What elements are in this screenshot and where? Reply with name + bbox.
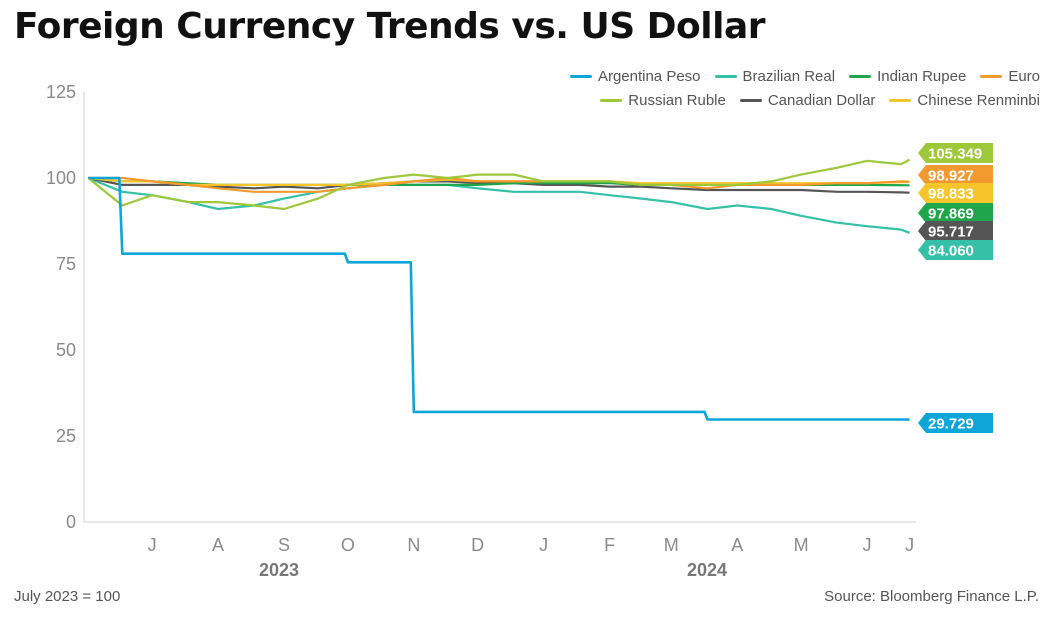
x-tick-label: S bbox=[278, 535, 290, 555]
end-label-tag-indian-rupee bbox=[918, 203, 993, 223]
x-tick-label: A bbox=[731, 535, 743, 555]
x-tick-label: J bbox=[905, 535, 914, 555]
legend-swatch bbox=[569, 74, 592, 78]
series-line-brazilian-real bbox=[87, 176, 910, 234]
y-tick-label: 0 bbox=[66, 512, 76, 532]
y-tick-label: 75 bbox=[56, 254, 76, 274]
legend-swatch bbox=[889, 98, 912, 102]
x-tick-label: M bbox=[794, 535, 809, 555]
end-label-russian-ruble: 105.349 bbox=[928, 146, 982, 163]
chart-source: Source: Bloomberg Finance L.P. bbox=[824, 588, 1039, 605]
x-tick-label: J bbox=[148, 535, 157, 555]
legend-item-argentina-peso: Argentina Peso bbox=[569, 67, 701, 85]
end-label-tag-canadian-dollar bbox=[918, 221, 993, 241]
end-label-euro: 98.927 bbox=[928, 168, 974, 185]
end-label-indian-rupee: 97.869 bbox=[928, 206, 974, 223]
x-tick-label: J bbox=[863, 535, 872, 555]
series-line-argentina-peso bbox=[88, 176, 910, 421]
end-label-canadian-dollar: 95.717 bbox=[928, 224, 974, 241]
legend-item-euro: Euro bbox=[980, 68, 1040, 85]
legend-item-brazilian-real: Brazilian Real bbox=[714, 67, 836, 85]
x-tick-label: A bbox=[212, 535, 224, 555]
legend-row-2: Russian Ruble Canadian Dollar Chinese Renm… bbox=[440, 88, 1040, 112]
legend-label: Euro bbox=[1008, 67, 1040, 85]
legend-label: Canadian Dollar bbox=[767, 91, 876, 109]
y-tick-label: 125 bbox=[46, 82, 76, 102]
x-tick-label: F bbox=[604, 535, 615, 555]
legend-label: Chinese Renminbi bbox=[917, 91, 1040, 109]
legend-item-russian-ruble: Russian Ruble bbox=[600, 92, 726, 109]
y-tick-label: 100 bbox=[46, 168, 76, 188]
legend-swatch bbox=[980, 74, 1003, 78]
legend-label: Russian Ruble bbox=[628, 91, 726, 109]
legend-swatch bbox=[849, 74, 872, 78]
series-line-russian-ruble bbox=[87, 158, 911, 211]
legend-item-canadian-dollar: Canadian Dollar bbox=[739, 91, 876, 109]
x-tick-label: D bbox=[471, 535, 484, 555]
legend-item-chinese-renminbi: Chinese Renminbi bbox=[889, 92, 1040, 109]
end-label-tag-argentina-peso bbox=[918, 413, 993, 433]
end-label-chinese-renminbi: 98.833 bbox=[928, 186, 974, 203]
end-label-argentina-peso: 29.729 bbox=[928, 416, 974, 433]
x-year-label: 2024 bbox=[687, 560, 727, 580]
chart-title: Foreign Currency Trends vs. US Dollar bbox=[14, 6, 766, 47]
chart-legend: Argentina Peso Brazilian Real Indian Rupee… bbox=[440, 64, 1040, 112]
y-tick-label: 50 bbox=[56, 340, 76, 360]
legend-label: Brazilian Real bbox=[742, 67, 836, 85]
legend-item-indian-rupee: Indian Rupee bbox=[849, 68, 966, 85]
chart-footnote: July 2023 = 100 bbox=[14, 588, 121, 605]
legend-label: Indian Rupee bbox=[877, 67, 967, 85]
end-label-tag-euro bbox=[918, 165, 993, 185]
y-tick-label: 25 bbox=[56, 426, 76, 446]
x-tick-label: J bbox=[539, 535, 548, 555]
x-tick-label: N bbox=[407, 535, 420, 555]
legend-swatch bbox=[739, 98, 762, 102]
legend-row-1: Argentina Peso Brazilian Real Indian Rupee… bbox=[440, 64, 1040, 88]
end-label-tag-brazilian-real bbox=[918, 240, 993, 260]
x-year-label: 2023 bbox=[259, 560, 299, 580]
end-label-tag-russian-ruble bbox=[918, 143, 993, 163]
series-line-euro bbox=[88, 176, 910, 193]
end-label-tag-chinese-renminbi bbox=[918, 183, 993, 203]
end-label-brazilian-real: 84.060 bbox=[928, 243, 974, 260]
legend-swatch bbox=[600, 98, 623, 102]
legend-swatch bbox=[714, 74, 737, 78]
x-tick-label: O bbox=[341, 535, 355, 555]
legend-label: Argentina Peso bbox=[597, 67, 701, 85]
x-tick-label: M bbox=[664, 535, 679, 555]
